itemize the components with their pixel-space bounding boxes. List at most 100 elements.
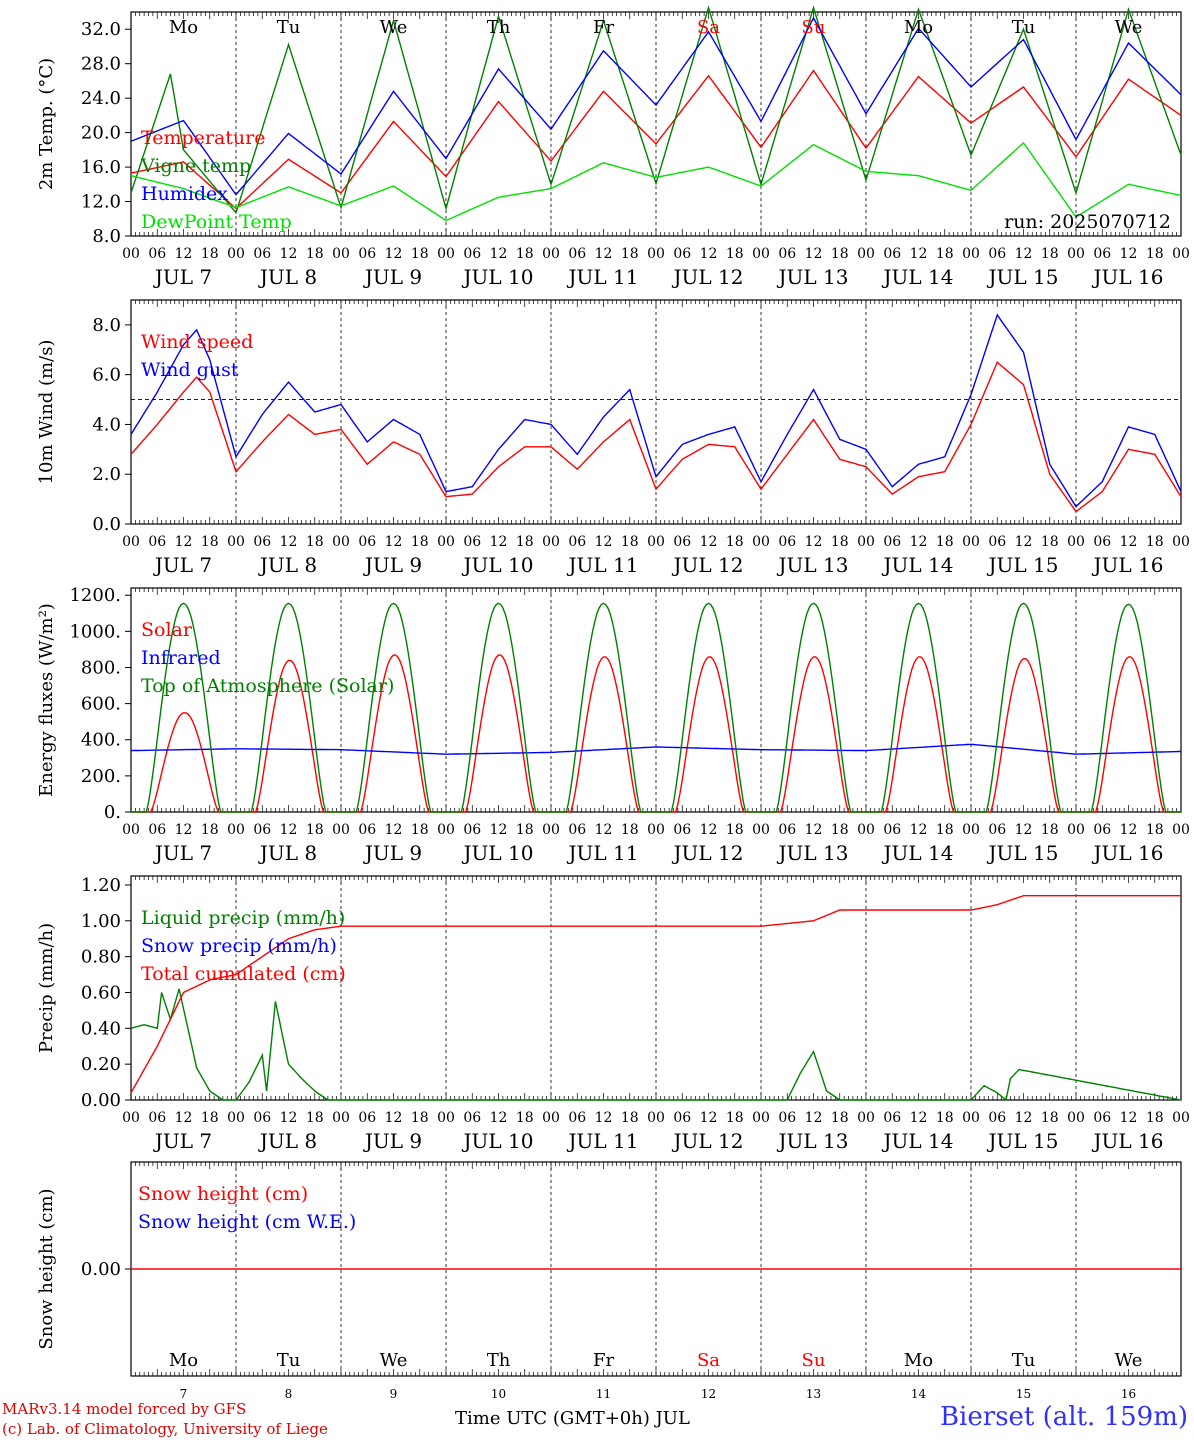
series-wind-speed [130, 361, 1182, 513]
hour-tick-label: 12 [700, 1110, 718, 1126]
hour-tick-label: 12 [280, 246, 298, 262]
y-tick-label: 1.20 [81, 875, 121, 896]
hour-tick-label: 18 [201, 246, 219, 262]
y-tick-label: 4.0 [92, 414, 121, 435]
hour-tick-label: 18 [1041, 1110, 1059, 1126]
y-tick-label: 600. [81, 694, 121, 715]
hour-tick-label: 12 [700, 534, 718, 550]
y-tick-label: 0. [104, 802, 121, 823]
hour-tick-label: 00 [752, 534, 770, 550]
hour-tick-label: 00 [437, 822, 455, 838]
y-axis-label: Snow height (cm) [36, 1188, 57, 1349]
day-number-label: 8 [285, 1387, 293, 1401]
hour-tick-label: 00 [227, 246, 245, 262]
y-axis-label: Energy fluxes (W/m²) [36, 603, 57, 797]
hour-tick-label: 00 [542, 1110, 560, 1126]
hour-tick-label: 00 [647, 246, 665, 262]
hour-tick-label: 18 [411, 822, 429, 838]
series-temperature [130, 69, 1182, 210]
hour-tick-label: 06 [988, 534, 1006, 550]
date-label: JUL 13 [777, 1129, 849, 1153]
y-tick-label: 2.0 [92, 464, 121, 485]
date-label: JUL 10 [462, 841, 534, 865]
hour-tick-label: 00 [752, 1110, 770, 1126]
hour-tick-label: 12 [595, 534, 613, 550]
hour-tick-label: 12 [280, 534, 298, 550]
hour-tick-label: 00 [542, 534, 560, 550]
date-label: JUL 10 [462, 1129, 534, 1153]
weekday-label: We [380, 17, 408, 38]
weekday-label: Mo [169, 1350, 198, 1371]
date-label: JUL 10 [462, 265, 534, 289]
hour-tick-label: 06 [883, 246, 901, 262]
hour-tick-label: 00 [1067, 1110, 1085, 1126]
weekday-label: Th [487, 17, 511, 38]
hour-tick-label: 12 [385, 822, 403, 838]
hour-tick-label: 18 [936, 1110, 954, 1126]
hour-tick-label: 00 [962, 534, 980, 550]
legend-entry: Humidex [141, 183, 228, 205]
weekday-label: We [1115, 17, 1143, 38]
hour-tick-label: 00 [332, 822, 350, 838]
hour-tick-label: 18 [516, 534, 534, 550]
day-number-label: 10 [491, 1387, 506, 1401]
hour-tick-label: 06 [778, 246, 796, 262]
hour-tick-label: 12 [1120, 1110, 1138, 1126]
hour-tick-label: 06 [1093, 534, 1111, 550]
date-label: JUL 16 [1092, 1129, 1164, 1153]
legend-entry: Vigne temp [140, 155, 251, 177]
hour-tick-label: 06 [463, 246, 481, 262]
hour-tick-label: 12 [490, 534, 508, 550]
hour-tick-label: 12 [280, 822, 298, 838]
y-tick-label: 20.0 [81, 123, 121, 144]
series-infrared [130, 743, 1181, 755]
date-label: JUL 14 [882, 1129, 954, 1153]
weekday-label: Th [487, 1350, 511, 1371]
date-label: JUL 7 [153, 841, 212, 865]
hour-tick-label: 12 [910, 1110, 928, 1126]
hour-tick-label: 00 [122, 246, 140, 262]
hour-tick-label: 12 [1015, 1110, 1033, 1126]
hour-tick-label: 00 [437, 534, 455, 550]
legend-entry: Solar [141, 619, 193, 641]
hour-tick-label: 12 [490, 246, 508, 262]
date-label: JUL 16 [1092, 553, 1164, 577]
y-axis-label: 2m Temp. (°C) [36, 58, 57, 190]
hour-tick-label: 12 [1120, 534, 1138, 550]
hour-tick-label: 00 [752, 246, 770, 262]
date-label: JUL 11 [567, 265, 639, 289]
hour-tick-label: 06 [358, 822, 376, 838]
hour-tick-label: 18 [411, 246, 429, 262]
legend-entry: Top of Atmosphere (Solar) [141, 675, 394, 697]
hour-tick-label: 18 [936, 822, 954, 838]
hour-tick-label: 06 [358, 246, 376, 262]
hour-tick-label: 18 [621, 534, 639, 550]
plot-frame [130, 587, 1182, 813]
weekday-label: Su [802, 1350, 826, 1371]
date-label: JUL 10 [462, 553, 534, 577]
hour-tick-label: 18 [726, 1110, 744, 1126]
hour-tick-label: 18 [306, 246, 324, 262]
date-label: JUL 12 [672, 841, 744, 865]
hour-tick-label: 12 [700, 246, 718, 262]
hour-tick-label: 18 [621, 822, 639, 838]
hour-tick-label: 12 [175, 822, 193, 838]
panel-energy: 0. 200. 400. 600. 800. 1000. 1200. Energy fluxe… [36, 585, 1190, 865]
hour-tick-label: 06 [673, 534, 691, 550]
hour-tick-label: 18 [516, 822, 534, 838]
y-tick-label: 16.0 [81, 157, 121, 178]
series-dewpoint-temp [130, 141, 1182, 222]
hour-tick-label: 00 [332, 534, 350, 550]
hour-tick-label: 18 [726, 246, 744, 262]
day-number-label: 12 [701, 1387, 716, 1401]
hour-tick-label: 18 [1146, 246, 1164, 262]
hour-tick-label: 06 [1093, 822, 1111, 838]
legend-entry: Snow height (cm W.E.) [138, 1211, 356, 1233]
hour-tick-label: 06 [568, 822, 586, 838]
legend-entry: Liquid precip (mm/h) [141, 907, 345, 929]
date-label: JUL 16 [1092, 841, 1164, 865]
date-label: JUL 13 [777, 265, 849, 289]
day-number-label: 14 [911, 1387, 927, 1401]
day-number-label: 16 [1121, 1387, 1136, 1401]
date-label: JUL 11 [567, 1129, 639, 1153]
